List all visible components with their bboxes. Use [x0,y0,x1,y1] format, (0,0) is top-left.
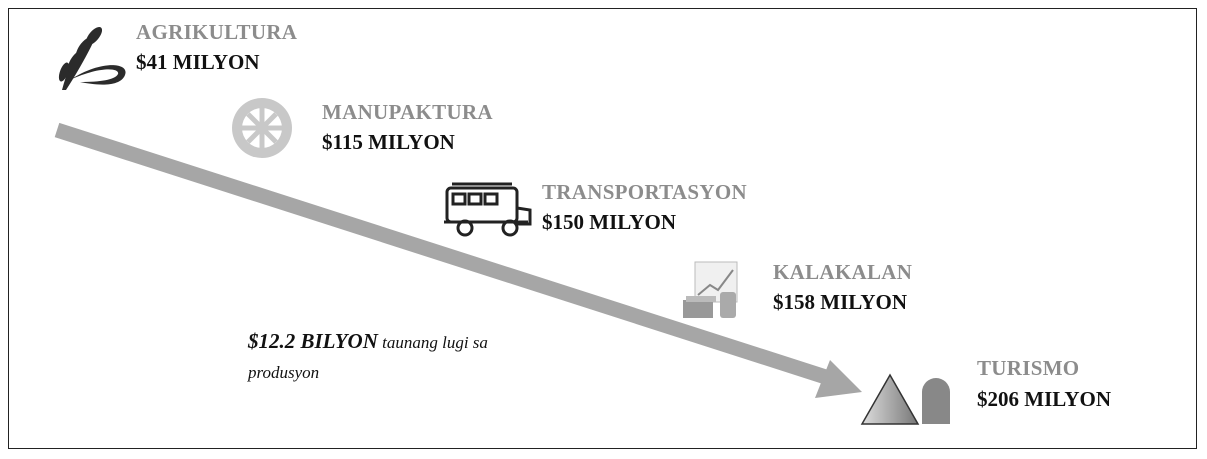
loss-amount: $12.2 BILYON [248,329,378,353]
sector-value: $150 MILYON [542,210,676,234]
sector-value: $115 MILYON [322,130,455,154]
loss-note: $12.2 BILYON taunang lugi sa produsyon [248,326,528,388]
sector-label: TURISMO [977,356,1080,380]
sector-value: $158 MILYON [773,290,907,314]
gear-icon [232,98,292,158]
sector-label: KALAKALAN [773,260,913,284]
tourism-icon [860,373,950,425]
sector-value: $41 MILYON [136,50,260,74]
frame [8,8,1197,449]
sector-label: AGRIKULTURA [136,20,298,44]
sector-label: MANUPAKTURA [322,100,493,124]
wheat-icon [58,26,126,90]
jeepney-icon [444,182,532,237]
arrow-shaft [54,122,838,388]
sector-value: $206 MILYON [977,387,1111,411]
sector-label: TRANSPORTASYON [542,180,747,204]
trade-icon [683,261,738,318]
loss-text: taunang lugi sa produsyon [248,333,488,382]
arrow-head [815,360,862,398]
